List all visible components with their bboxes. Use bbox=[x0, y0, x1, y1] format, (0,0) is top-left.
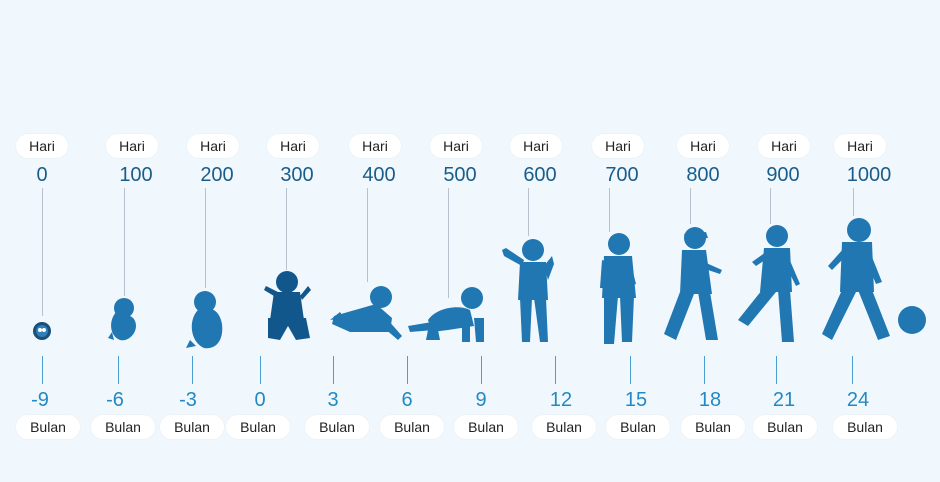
month-value-0: -9 bbox=[31, 389, 49, 411]
month-value-1: -6 bbox=[106, 389, 124, 411]
day-value-1: 100 bbox=[119, 164, 153, 186]
embryo-icon bbox=[33, 322, 51, 340]
month-value-2: -3 bbox=[179, 389, 197, 411]
month-line-6 bbox=[481, 356, 482, 384]
hari-label-2: Hari bbox=[187, 134, 239, 158]
bulan-label-0: Bulan bbox=[16, 415, 80, 439]
month-line-10 bbox=[776, 356, 777, 384]
day-value-3: 300 bbox=[280, 164, 314, 186]
day-line-9 bbox=[770, 188, 771, 224]
hari-label-8: Hari bbox=[677, 134, 729, 158]
bulan-label-10: Bulan bbox=[753, 415, 817, 439]
month-value-4: 3 bbox=[327, 389, 339, 411]
day-line-5 bbox=[448, 188, 449, 298]
day-value-6: 600 bbox=[523, 164, 557, 186]
day-line-6 bbox=[528, 188, 529, 236]
day-line-2 bbox=[205, 188, 206, 288]
month-line-2 bbox=[192, 356, 193, 384]
fetus-small-icon bbox=[108, 298, 136, 341]
bulan-label-11: Bulan bbox=[833, 415, 897, 439]
hari-label-10: Hari bbox=[834, 134, 886, 158]
day-value-5: 500 bbox=[443, 164, 477, 186]
hari-label-7: Hari bbox=[592, 134, 644, 158]
month-line-7 bbox=[555, 356, 556, 384]
child-walking-2-icon bbox=[738, 225, 800, 342]
ball-icon bbox=[898, 306, 926, 334]
day-value-8: 800 bbox=[686, 164, 720, 186]
bulan-label-8: Bulan bbox=[606, 415, 670, 439]
day-line-3 bbox=[286, 188, 287, 270]
child-kicking-ball-icon bbox=[822, 218, 890, 340]
day-value-4: 400 bbox=[362, 164, 396, 186]
month-value-9: 18 bbox=[698, 389, 722, 411]
baby-sitting-icon bbox=[264, 271, 311, 340]
toddler-standing-icon bbox=[502, 239, 554, 342]
month-value-7: 12 bbox=[549, 389, 573, 411]
month-value-5: 6 bbox=[401, 389, 413, 411]
bulan-label-4: Bulan bbox=[305, 415, 369, 439]
day-value-10: 1000 bbox=[846, 164, 892, 186]
month-line-8 bbox=[630, 356, 631, 384]
hari-label-3: Hari bbox=[267, 134, 319, 158]
day-value-0: 0 bbox=[36, 164, 48, 186]
bulan-label-7: Bulan bbox=[532, 415, 596, 439]
month-line-0 bbox=[42, 356, 43, 384]
month-line-3 bbox=[260, 356, 261, 384]
toddler-standing-2-icon bbox=[600, 233, 636, 344]
hari-label-5: Hari bbox=[430, 134, 482, 158]
month-line-11 bbox=[852, 356, 853, 384]
bulan-label-9: Bulan bbox=[681, 415, 745, 439]
month-line-5 bbox=[407, 356, 408, 384]
bulan-label-5: Bulan bbox=[380, 415, 444, 439]
month-line-4 bbox=[333, 356, 334, 384]
month-line-1 bbox=[118, 356, 119, 384]
fetus-large-icon bbox=[186, 291, 223, 349]
day-value-2: 200 bbox=[200, 164, 234, 186]
day-line-0 bbox=[42, 188, 43, 316]
month-value-8: 15 bbox=[624, 389, 648, 411]
hari-label-4: Hari bbox=[349, 134, 401, 158]
bulan-label-3: Bulan bbox=[226, 415, 290, 439]
month-value-10: 21 bbox=[772, 389, 796, 411]
day-value-7: 700 bbox=[605, 164, 639, 186]
day-value-9: 900 bbox=[766, 164, 800, 186]
month-value-3: 0 bbox=[254, 389, 266, 411]
child-walking-icon bbox=[664, 227, 722, 340]
day-line-4 bbox=[367, 188, 368, 282]
bulan-label-1: Bulan bbox=[91, 415, 155, 439]
baby-crawling-icon bbox=[408, 287, 484, 342]
hari-label-0: Hari bbox=[16, 134, 68, 158]
month-line-9 bbox=[704, 356, 705, 384]
day-line-10 bbox=[853, 188, 854, 216]
hari-label-1: Hari bbox=[106, 134, 158, 158]
day-line-7 bbox=[609, 188, 610, 232]
bulan-label-2: Bulan bbox=[160, 415, 224, 439]
day-line-8 bbox=[690, 188, 691, 224]
hari-label-9: Hari bbox=[758, 134, 810, 158]
month-value-6: 9 bbox=[475, 389, 487, 411]
hari-label-6: Hari bbox=[510, 134, 562, 158]
baby-lying-icon bbox=[330, 286, 402, 340]
bulan-label-6: Bulan bbox=[454, 415, 518, 439]
day-line-1 bbox=[124, 188, 125, 296]
month-value-11: 24 bbox=[846, 389, 870, 411]
